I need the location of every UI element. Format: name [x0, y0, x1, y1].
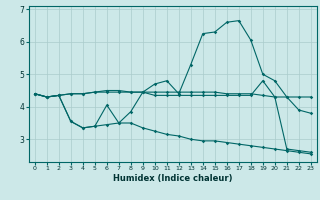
X-axis label: Humidex (Indice chaleur): Humidex (Indice chaleur) [113, 174, 233, 183]
